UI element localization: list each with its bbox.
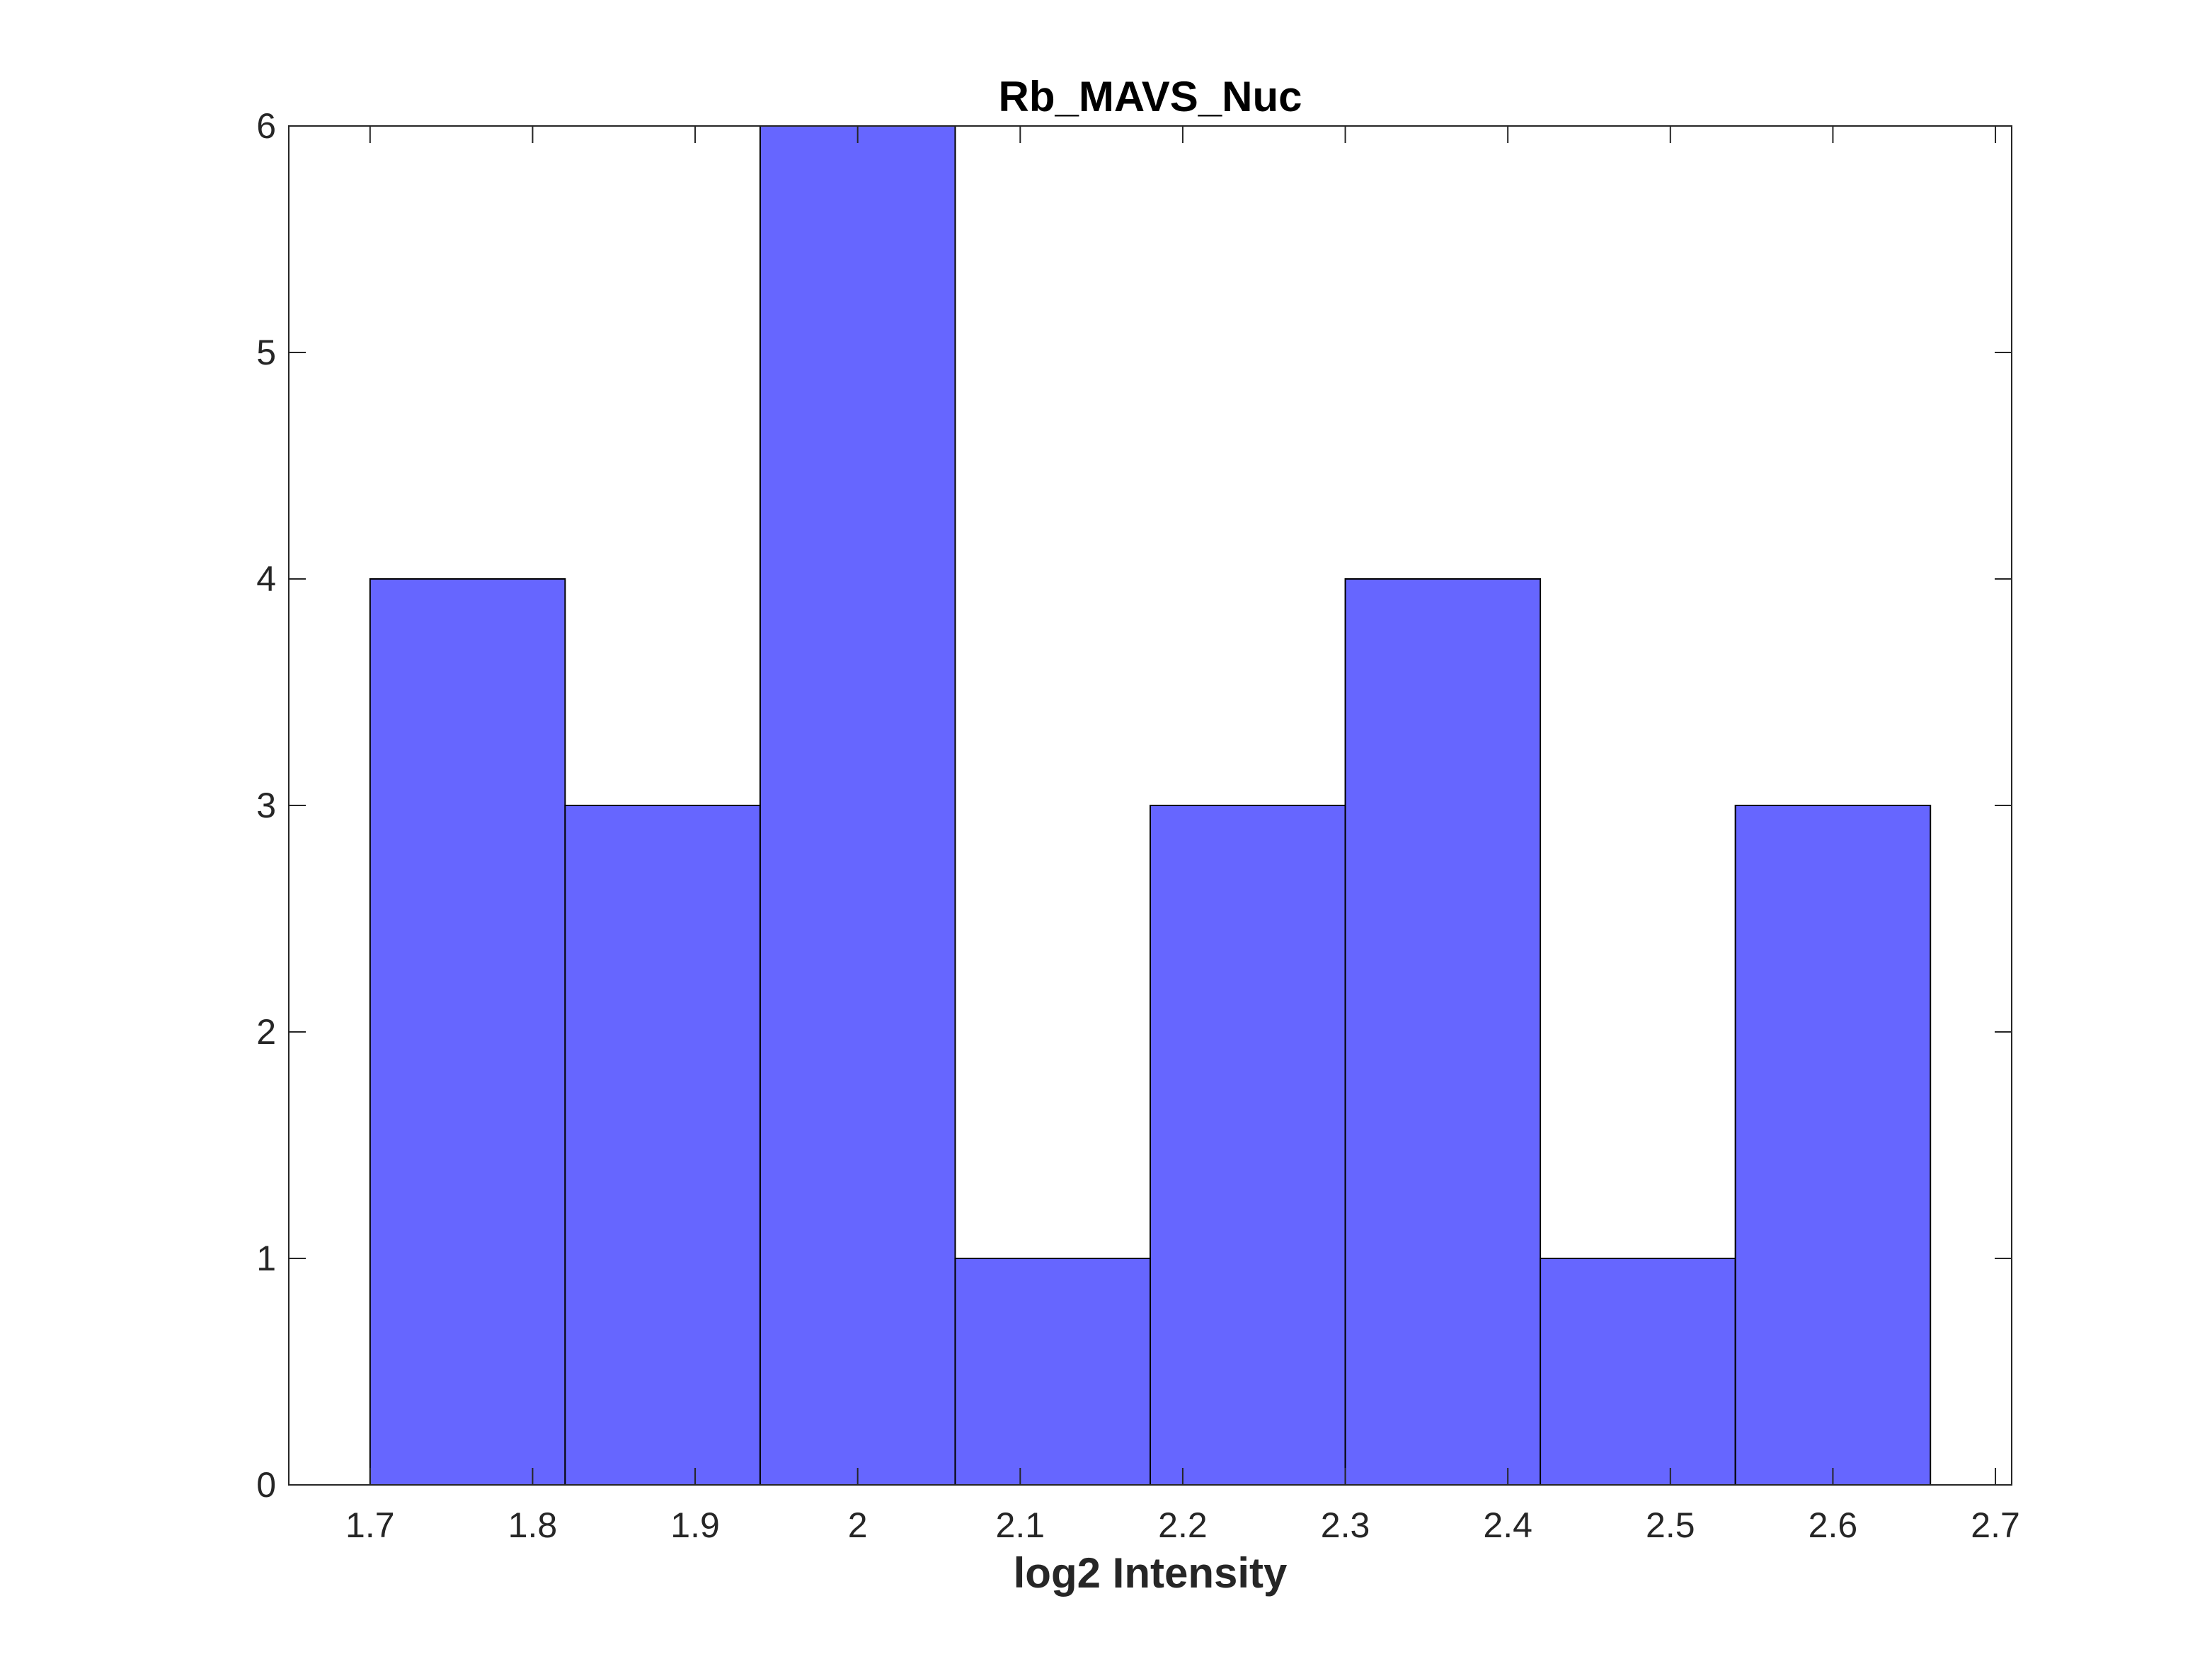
x-tick-label: 2.5: [1646, 1505, 1695, 1545]
x-tick-label: 2.3: [1321, 1505, 1370, 1545]
y-tick-labels: 0 1 2 3 4 5 6: [256, 106, 276, 1505]
histogram-bar: [1344, 578, 1542, 1486]
chart-title: Rb_MAVS_Nuc: [999, 73, 1302, 120]
x-tick-label: 1.9: [670, 1505, 720, 1545]
axes-box: [288, 125, 2012, 1486]
histogram-bar: [1540, 1258, 1736, 1486]
x-axis-label: log2 Intensity: [1014, 1549, 1288, 1597]
x-tick-label: 2.4: [1483, 1505, 1532, 1545]
y-tick-label: 6: [256, 106, 276, 146]
y-tick-label: 1: [256, 1239, 276, 1278]
histogram-bars: [369, 125, 1932, 1486]
y-tick-label: 2: [256, 1012, 276, 1052]
y-tick-label: 3: [256, 786, 276, 825]
x-tick-label: 2.7: [1971, 1505, 2020, 1545]
x-tick-label: 2.6: [1809, 1505, 1858, 1545]
y-tick-label: 5: [256, 333, 276, 372]
histogram-bar: [564, 805, 761, 1486]
x-tick-label: 2.1: [996, 1505, 1045, 1545]
x-tick-labels: 1.7 1.8 1.9 2 2.1 2.2 2.3 2.4 2.5 2.6 2.7: [345, 1505, 2020, 1545]
histogram-bar: [1734, 805, 1932, 1486]
histogram-bar: [369, 578, 566, 1486]
histogram-bar: [954, 1258, 1152, 1486]
y-tick-label: 0: [256, 1465, 276, 1505]
x-tick-label: 1.7: [345, 1505, 395, 1545]
histogram-bar: [1150, 805, 1346, 1486]
x-tick-label: 2.2: [1158, 1505, 1208, 1545]
histogram-bar: [759, 125, 956, 1486]
x-tick-label: 2: [848, 1505, 868, 1545]
y-tick-label: 4: [256, 559, 276, 599]
x-tick-label: 1.8: [508, 1505, 558, 1545]
